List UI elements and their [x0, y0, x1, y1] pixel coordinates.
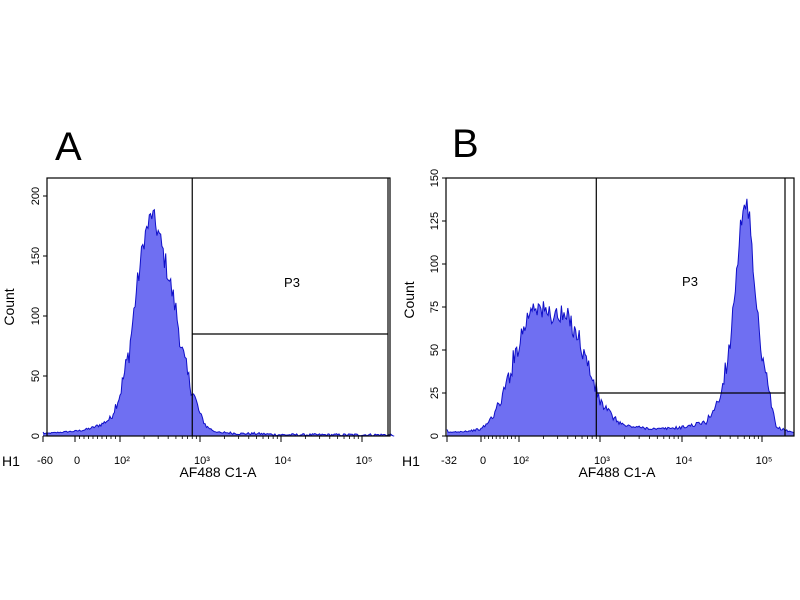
x-tick-label: 10³ [594, 455, 610, 467]
y-tick-label: 75 [429, 301, 441, 313]
y-tick-label: 150 [30, 247, 42, 265]
y-tick-label: 200 [30, 187, 42, 205]
y-tick-label: 150 [429, 169, 441, 187]
panel-a-plot-frame [46, 177, 391, 437]
x-tick-label: 0 [480, 455, 486, 467]
y-tick-label: 0 [429, 433, 441, 439]
panel-a-histogram-area [43, 209, 395, 436]
x-tick-label: -60 [37, 455, 53, 467]
panel-a-marks: 0 50 100 150 200 -60 0 10² 10³ 10⁴ 10⁵ [30, 178, 395, 467]
y-tick-label: 25 [429, 387, 441, 399]
x-tick-label: 0 [74, 455, 80, 467]
y-tick-label: 125 [429, 212, 441, 230]
panel-b-h1-label: H1 [402, 453, 420, 469]
panel-a-gate-label: P3 [284, 275, 300, 290]
y-tick-label: 50 [30, 370, 42, 382]
panel-a-letter: A [55, 125, 82, 169]
panel-b-marks: 0 25 50 75 100 125 150 -32 0 10² 10³ 10⁴ 10⁵ [429, 169, 794, 467]
y-tick-label: 100 [30, 307, 42, 325]
panel-a-histogram: A 0 50 100 150 200 -60 0 10² 10³ 10⁴ 10⁵ Count AF4… [1, 125, 395, 480]
panel-b-histogram-area [447, 198, 794, 436]
panel-b-gate-label: P3 [682, 274, 698, 289]
y-tick-label: 0 [30, 433, 42, 439]
x-tick-label: 10⁵ [756, 455, 773, 467]
x-tick-label: 10² [513, 455, 529, 467]
panel-b-letter: B [452, 122, 479, 166]
x-tick-label: -32 [441, 455, 457, 467]
panel-b-x-axis-label: AF488 C1-A [578, 464, 656, 480]
x-tick-label: 10² [114, 455, 130, 467]
panel-b-histogram-line [446, 198, 794, 434]
x-tick-label: 10⁴ [275, 455, 292, 467]
x-tick-label: 10⁴ [676, 455, 693, 467]
panel-a-h1-label: H1 [2, 453, 20, 469]
x-tick-label: 10⁵ [356, 455, 373, 467]
panel-b-plot-frame [445, 177, 795, 437]
panel-b-histogram: B 0 25 50 75 100 125 150 -32 0 10² 10³ 10⁴ 10⁵ Count… [401, 122, 795, 480]
panel-b-y-axis-label: Count [401, 281, 417, 318]
y-tick-label: 100 [429, 255, 441, 273]
panel-a-y-axis-label: Count [1, 288, 17, 325]
panel-a-histogram-line [42, 208, 395, 437]
x-tick-label: 10³ [194, 455, 210, 467]
y-tick-label: 50 [429, 344, 441, 356]
panel-a-x-axis-label: AF488 C1-A [179, 464, 257, 480]
